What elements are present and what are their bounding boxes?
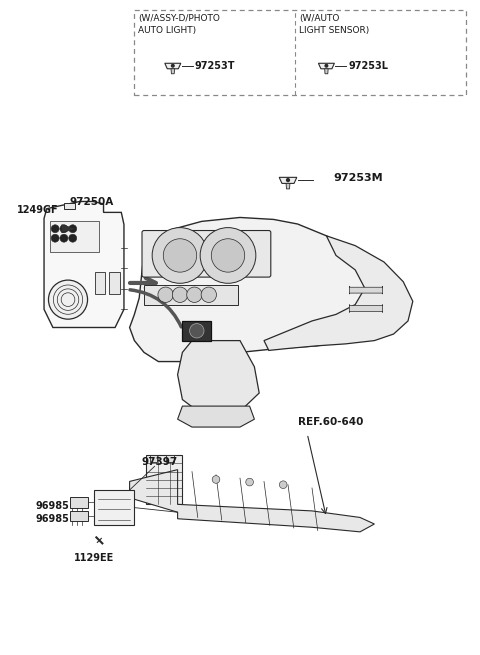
FancyBboxPatch shape <box>146 455 182 504</box>
FancyBboxPatch shape <box>150 455 157 462</box>
Circle shape <box>60 234 68 242</box>
Circle shape <box>211 238 245 272</box>
Circle shape <box>201 287 216 303</box>
Polygon shape <box>44 202 124 328</box>
Text: (W/AUTO: (W/AUTO <box>299 14 339 23</box>
Polygon shape <box>130 217 394 362</box>
Polygon shape <box>264 236 413 350</box>
Polygon shape <box>279 178 297 183</box>
Polygon shape <box>286 183 290 189</box>
Circle shape <box>51 225 59 233</box>
Polygon shape <box>318 64 335 69</box>
Text: 97250A: 97250A <box>70 196 114 207</box>
Text: AUTO LIGHT): AUTO LIGHT) <box>138 26 196 35</box>
Circle shape <box>69 234 77 242</box>
Circle shape <box>287 179 289 181</box>
Circle shape <box>171 64 174 67</box>
Circle shape <box>51 234 59 242</box>
FancyBboxPatch shape <box>144 285 238 305</box>
FancyBboxPatch shape <box>166 455 174 462</box>
Text: 97253M: 97253M <box>334 173 383 183</box>
Text: REF.60-640: REF.60-640 <box>298 417 363 428</box>
Circle shape <box>246 478 253 486</box>
Circle shape <box>325 64 328 67</box>
FancyBboxPatch shape <box>349 305 383 312</box>
Circle shape <box>212 476 220 483</box>
Circle shape <box>187 287 202 303</box>
Text: 1129EE: 1129EE <box>74 553 115 563</box>
Circle shape <box>158 287 173 303</box>
Text: 97397: 97397 <box>142 457 178 467</box>
Polygon shape <box>171 69 175 74</box>
Polygon shape <box>130 470 374 532</box>
Circle shape <box>172 287 188 303</box>
Polygon shape <box>324 69 328 74</box>
Circle shape <box>60 225 68 233</box>
Polygon shape <box>64 202 75 209</box>
FancyBboxPatch shape <box>70 497 88 508</box>
Text: 1249GF: 1249GF <box>17 204 59 215</box>
Circle shape <box>279 481 287 489</box>
Text: 97253L: 97253L <box>348 61 388 71</box>
Circle shape <box>48 280 87 319</box>
Circle shape <box>190 324 204 338</box>
Polygon shape <box>178 341 259 414</box>
FancyBboxPatch shape <box>70 511 88 521</box>
FancyBboxPatch shape <box>50 221 99 252</box>
Circle shape <box>152 227 208 284</box>
Text: 96985: 96985 <box>36 514 70 525</box>
Circle shape <box>163 238 197 272</box>
FancyBboxPatch shape <box>109 272 120 293</box>
Text: 97253T: 97253T <box>195 61 235 71</box>
FancyBboxPatch shape <box>349 286 383 294</box>
Text: LIGHT SENSOR): LIGHT SENSOR) <box>299 26 370 35</box>
Polygon shape <box>165 64 181 69</box>
Polygon shape <box>178 406 254 427</box>
Text: (W/ASSY-D/PHOTO: (W/ASSY-D/PHOTO <box>138 14 220 23</box>
Circle shape <box>200 227 256 284</box>
FancyBboxPatch shape <box>142 231 271 277</box>
Circle shape <box>69 225 77 233</box>
FancyBboxPatch shape <box>95 272 105 293</box>
Polygon shape <box>62 225 75 233</box>
Text: 96985: 96985 <box>36 500 70 511</box>
FancyBboxPatch shape <box>94 490 134 525</box>
FancyBboxPatch shape <box>182 321 211 341</box>
